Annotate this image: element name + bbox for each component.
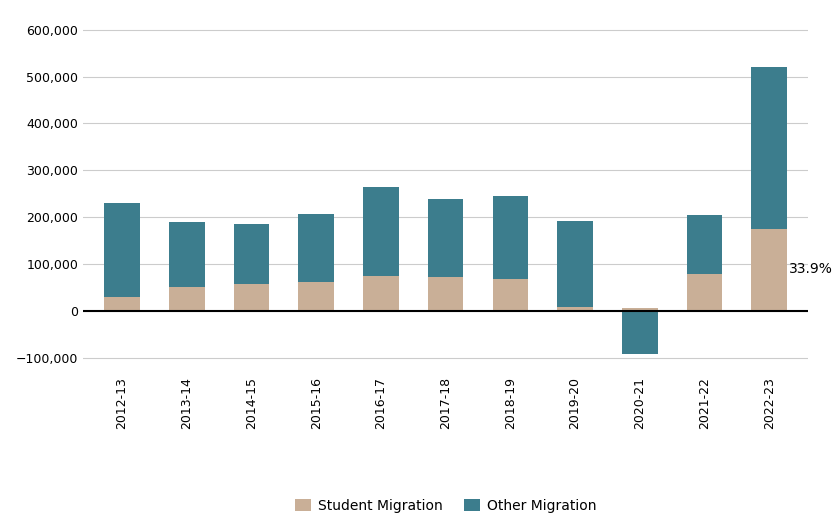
Bar (751, 229, 787, 311)
Bar (492, 196, 528, 279)
Bar (234, 284, 269, 311)
Bar (363, 187, 399, 276)
Bar (751, 67, 787, 229)
Text: 33.9%: 33.9% (789, 262, 832, 276)
Bar (104, 297, 140, 311)
Bar (492, 279, 528, 311)
Bar (557, 221, 593, 307)
Legend: Student Migration, Other Migration: Student Migration, Other Migration (289, 493, 602, 517)
Bar (104, 203, 140, 297)
Bar (298, 282, 334, 311)
Bar (686, 273, 722, 311)
Bar (622, 311, 657, 354)
Bar (169, 222, 205, 287)
Bar (169, 287, 205, 311)
Bar (428, 278, 463, 311)
Bar (363, 276, 399, 311)
Bar (686, 215, 722, 273)
Bar (622, 309, 657, 311)
Bar (557, 307, 593, 311)
Bar (428, 199, 463, 278)
Bar (298, 214, 334, 282)
Bar (234, 224, 269, 284)
